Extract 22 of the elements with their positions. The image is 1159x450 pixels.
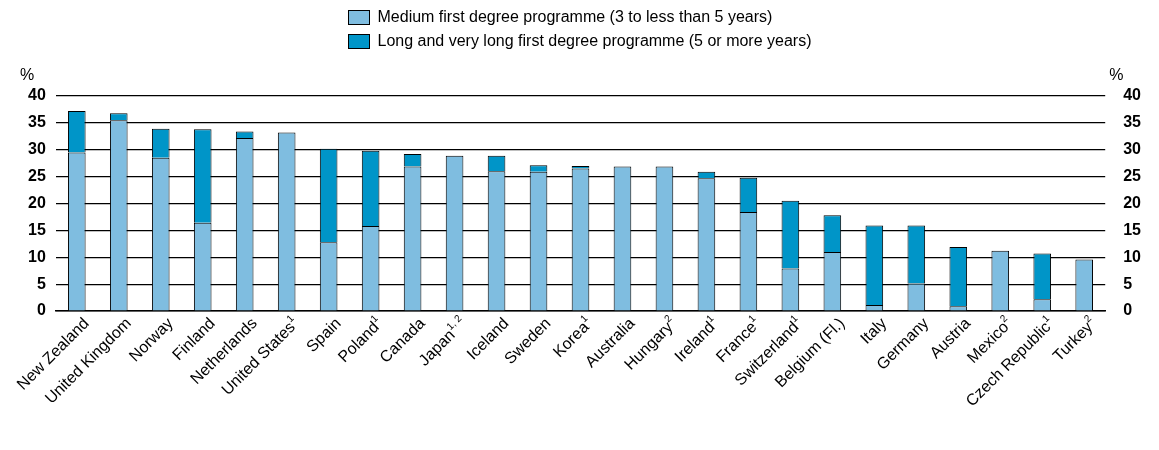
y2-tick-label: 0 bbox=[1123, 301, 1133, 319]
y2-tick-label: 30 bbox=[1123, 140, 1142, 158]
legend-label: Medium first degree programme (3 to less than 5 years) bbox=[377, 8, 773, 26]
y-tick-label: 15 bbox=[28, 220, 46, 238]
y2-tick-label: 5 bbox=[1123, 274, 1133, 292]
y-tick-label: 40 bbox=[28, 86, 46, 104]
y-tick-label: 5 bbox=[36, 274, 46, 292]
y-tick-label: 30 bbox=[28, 140, 46, 158]
y2-tick-label: 15 bbox=[1123, 220, 1142, 238]
y2-tick-label: 35 bbox=[1123, 113, 1142, 131]
legend-label: Long and very long first degree programme (5 or more years) bbox=[377, 32, 812, 50]
y2-tick-label: 10 bbox=[1123, 247, 1142, 265]
y-tick-label: 25 bbox=[28, 167, 46, 185]
y-tick-label: 0 bbox=[36, 301, 46, 319]
y2-tick-label: 20 bbox=[1123, 193, 1142, 211]
y2-axis-title: % bbox=[1109, 66, 1124, 84]
y2-tick-label: 25 bbox=[1123, 167, 1142, 185]
y-axis-title: % bbox=[20, 66, 35, 84]
y-tick-label: 10 bbox=[28, 247, 46, 265]
y-tick-label: 20 bbox=[28, 193, 46, 211]
y-tick-label: 35 bbox=[28, 113, 46, 131]
y2-tick-label: 40 bbox=[1123, 86, 1142, 104]
